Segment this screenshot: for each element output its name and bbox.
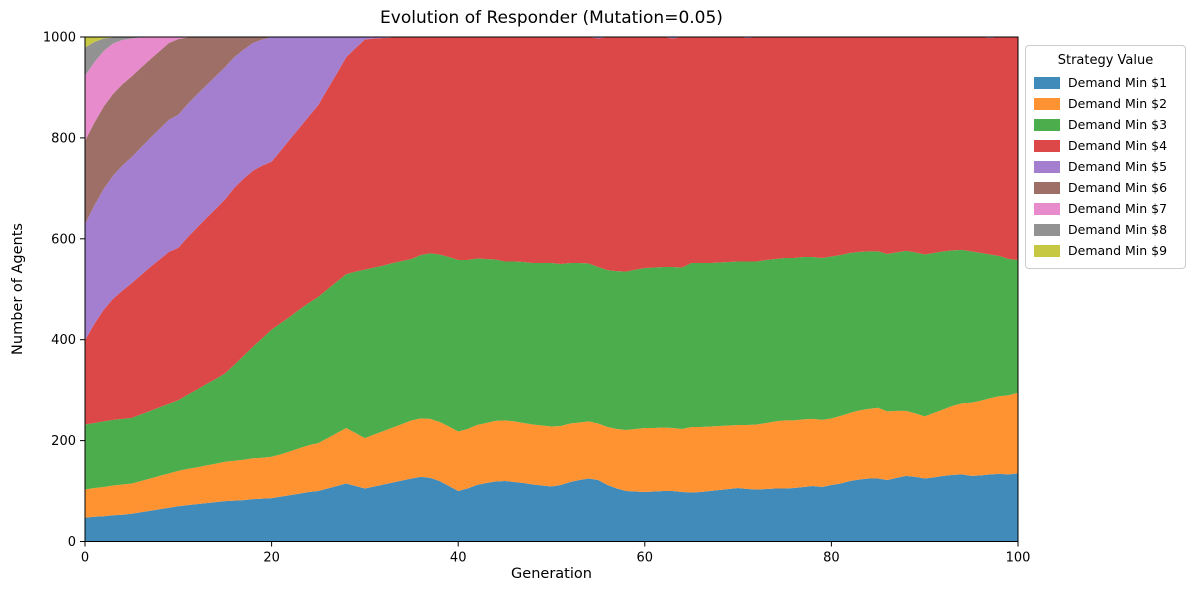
legend-swatch-icon	[1034, 223, 1060, 236]
x-tick-label: 0	[81, 551, 89, 566]
y-axis-label: Number of Agents	[10, 223, 26, 355]
x-axis-label: Generation	[511, 566, 592, 582]
y-tick-label: 400	[51, 333, 76, 348]
area-series-2	[85, 392, 1018, 518]
legend-item: Demand Min $7	[1034, 198, 1177, 219]
legend-title: Strategy Value	[1057, 53, 1154, 68]
x-tick-label: 20	[263, 551, 280, 566]
legend: Strategy Value Demand Min $1 Demand Min $…	[1025, 45, 1186, 269]
y-tick-label: 1000	[43, 31, 76, 46]
area-series-3	[85, 249, 1018, 490]
y-tick-label: 600	[51, 232, 76, 247]
legend-item: Demand Min $4	[1034, 135, 1177, 156]
y-tick-label: 800	[51, 131, 76, 146]
legend-label: Demand Min $1	[1068, 75, 1168, 90]
area-series-4	[85, 37, 1018, 425]
legend-label: Demand Min $5	[1068, 159, 1168, 174]
legend-label: Demand Min $8	[1068, 222, 1168, 237]
y-tick-label: 0	[68, 535, 76, 550]
area-series-6	[85, 37, 1018, 225]
x-tick-label: 80	[823, 551, 840, 566]
area-series-1	[85, 473, 1018, 542]
legend-item: Demand Min $6	[1034, 177, 1177, 198]
legend-label: Demand Min $3	[1068, 117, 1168, 132]
x-tick-label: 40	[450, 551, 467, 566]
legend-item: Demand Min $3	[1034, 114, 1177, 135]
legend-item: Demand Min $8	[1034, 219, 1177, 240]
x-tick-label: 60	[637, 551, 654, 566]
legend-swatch-icon	[1034, 202, 1060, 215]
legend-item: Demand Min $9	[1034, 240, 1177, 261]
legend-item: Demand Min $5	[1034, 156, 1177, 177]
legend-label: Demand Min $6	[1068, 180, 1168, 195]
x-tick-label: 100	[1006, 551, 1031, 566]
legend-label: Demand Min $4	[1068, 138, 1168, 153]
legend-label: Demand Min $2	[1068, 96, 1168, 111]
legend-swatch-icon	[1034, 118, 1060, 131]
legend-swatch-icon	[1034, 97, 1060, 110]
legend-item: Demand Min $1	[1034, 72, 1177, 93]
legend-swatch-icon	[1034, 139, 1060, 152]
legend-label: Demand Min $9	[1068, 243, 1168, 258]
chart-title: Evolution of Responder (Mutation=0.05)	[380, 8, 723, 28]
legend-item: Demand Min $2	[1034, 93, 1177, 114]
legend-swatch-icon	[1034, 160, 1060, 173]
legend-swatch-icon	[1034, 181, 1060, 194]
y-tick-label: 200	[51, 434, 76, 449]
plot-border	[84, 36, 1019, 542]
legend-label: Demand Min $7	[1068, 201, 1168, 216]
legend-swatch-icon	[1034, 244, 1060, 257]
legend-swatch-icon	[1034, 76, 1060, 89]
legend-items: Demand Min $1 Demand Min $2 Demand Min $3 D…	[1034, 72, 1177, 261]
